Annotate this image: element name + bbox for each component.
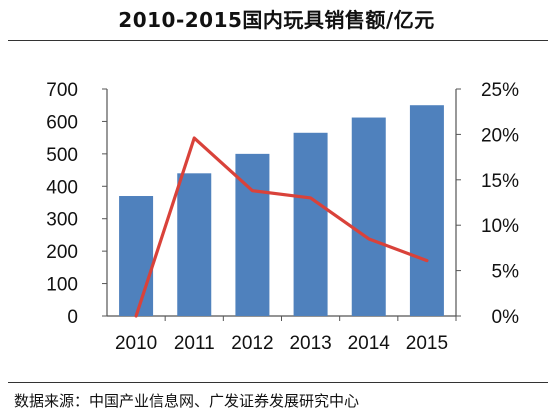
source-note: 数据来源：中国产业信息网、广发证券发展研究中心: [14, 392, 360, 410]
bar-series: [119, 105, 444, 316]
x-tick-label: 2010: [115, 333, 157, 354]
bar: [119, 196, 154, 316]
tick-labels: 0 100 200 300 400 500 600 700 0% 5% 10% 15% 20% 25% 20…: [46, 80, 519, 354]
right-tick-label: 20%: [481, 125, 519, 146]
left-tick-label: 300: [46, 210, 78, 231]
bar: [409, 105, 444, 316]
x-tick-label: 2013: [289, 333, 331, 354]
growth-line-series: [134, 136, 429, 318]
chart-svg: 0 100 200 300 400 500 600 700 0% 5% 10% 15% 20% 25% 20…: [46, 80, 519, 354]
left-tick-label: 700: [46, 80, 78, 101]
source-divider: [8, 382, 548, 383]
right-tick-label: 25%: [481, 80, 519, 101]
left-tick-label: 400: [46, 177, 78, 198]
left-tick-label: 200: [46, 242, 78, 263]
x-tick-label: 2011: [174, 333, 215, 354]
bar: [293, 132, 328, 316]
chart-title: 2010-2015国内玩具销售额/亿元: [118, 8, 435, 32]
right-tick-label: 10%: [481, 216, 519, 237]
left-tick-label: 600: [46, 112, 78, 133]
title-divider: [8, 40, 548, 41]
left-tick-label: 0: [67, 307, 78, 328]
growth-line: [134, 136, 429, 318]
x-tick-label: 2014: [348, 333, 391, 354]
left-tick-label: 500: [46, 145, 78, 166]
right-tick-label: 5%: [492, 262, 520, 283]
bar: [351, 117, 386, 316]
right-tick-label: 15%: [481, 171, 519, 192]
bar: [177, 173, 212, 316]
x-tick-label: 2015: [406, 333, 448, 354]
right-tick-label: 0%: [492, 307, 520, 328]
chart-axes: [102, 88, 461, 321]
x-tick-label: 2012: [231, 333, 273, 354]
left-tick-label: 100: [46, 275, 78, 296]
